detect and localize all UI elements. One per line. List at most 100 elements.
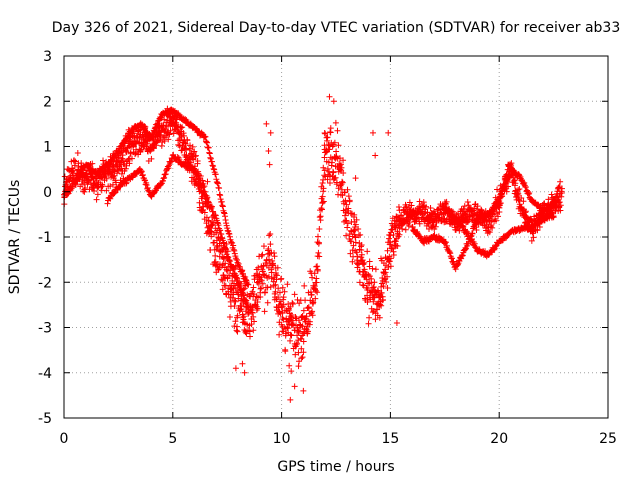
data-point [166,131,173,138]
data-point [344,224,351,231]
data-point [471,240,478,247]
y-tick-label: 1 [43,140,52,156]
data-point [246,328,253,335]
data-point [276,331,283,338]
data-point [268,269,275,276]
data-point [260,263,267,270]
data-point [223,246,230,253]
data-point [226,231,233,238]
data-point [551,197,558,204]
data-point [357,231,364,238]
data-point [358,251,365,258]
data-point [225,254,232,261]
data-point [303,313,310,320]
data-point [233,276,240,283]
data-point [261,308,268,315]
data-point [264,299,271,306]
data-point [334,127,341,134]
y-tick-label: 3 [43,49,52,65]
data-point [320,185,327,192]
data-point [182,159,189,166]
data-point [496,197,503,204]
data-point [251,276,258,283]
data-point [392,238,399,245]
data-point [259,268,266,275]
data-point [311,270,318,277]
data-point [319,193,326,200]
data-point [115,148,122,155]
data-point [82,185,89,192]
data-point [493,217,500,224]
data-point [231,297,238,304]
data-point [491,246,498,253]
data-point [343,232,350,239]
data-point [244,280,251,287]
data-point [222,213,229,220]
data-point [265,148,272,155]
data-point [191,148,198,155]
data-point [212,212,219,219]
data-point [288,312,295,319]
data-point [321,167,328,174]
data-point [261,289,268,296]
data-point [145,187,152,194]
data-point [271,249,278,256]
data-point [324,134,331,141]
data-point [340,200,347,207]
data-point [298,314,305,321]
data-point [291,291,298,298]
data-point [503,176,510,183]
data-point [280,301,287,308]
data-point [179,124,186,131]
data-point [494,186,501,193]
data-point [309,300,316,307]
data-point [351,211,358,218]
data-point [248,321,255,328]
data-point [231,247,238,254]
data-point [263,120,270,127]
data-point [208,158,215,165]
data-point [123,180,130,187]
data-point [239,289,246,296]
data-point [156,131,163,138]
data-point [148,155,155,162]
data-point [150,130,157,137]
data-point [71,162,78,169]
data-point [345,193,352,200]
data-point [232,298,239,305]
data-point [353,249,360,256]
data-point [505,183,512,190]
data-point [221,242,228,249]
data-point [147,148,154,155]
data-point [557,207,564,214]
data-point [421,240,428,247]
data-point [295,363,302,370]
data-point [163,132,170,139]
data-point [348,238,355,245]
data-point [316,253,323,260]
data-point [339,179,346,186]
data-point [369,265,376,272]
data-point [199,182,206,189]
data-point [202,133,209,140]
data-point [232,285,239,292]
data-point [196,175,203,182]
data-point [344,186,351,193]
data-point [214,180,221,187]
data-point [240,313,247,320]
data-point [301,282,308,289]
data-point [487,223,494,230]
data-point [454,261,461,268]
data-point [192,153,199,160]
data-point [161,174,168,181]
data-point [323,137,330,144]
data-point [384,247,391,254]
data-point [300,307,307,314]
data-point [394,242,401,249]
data-point [526,190,533,197]
data-point [208,228,215,235]
data-point [211,166,218,173]
data-point [344,220,351,227]
data-point [423,203,430,210]
data-point [340,157,347,164]
